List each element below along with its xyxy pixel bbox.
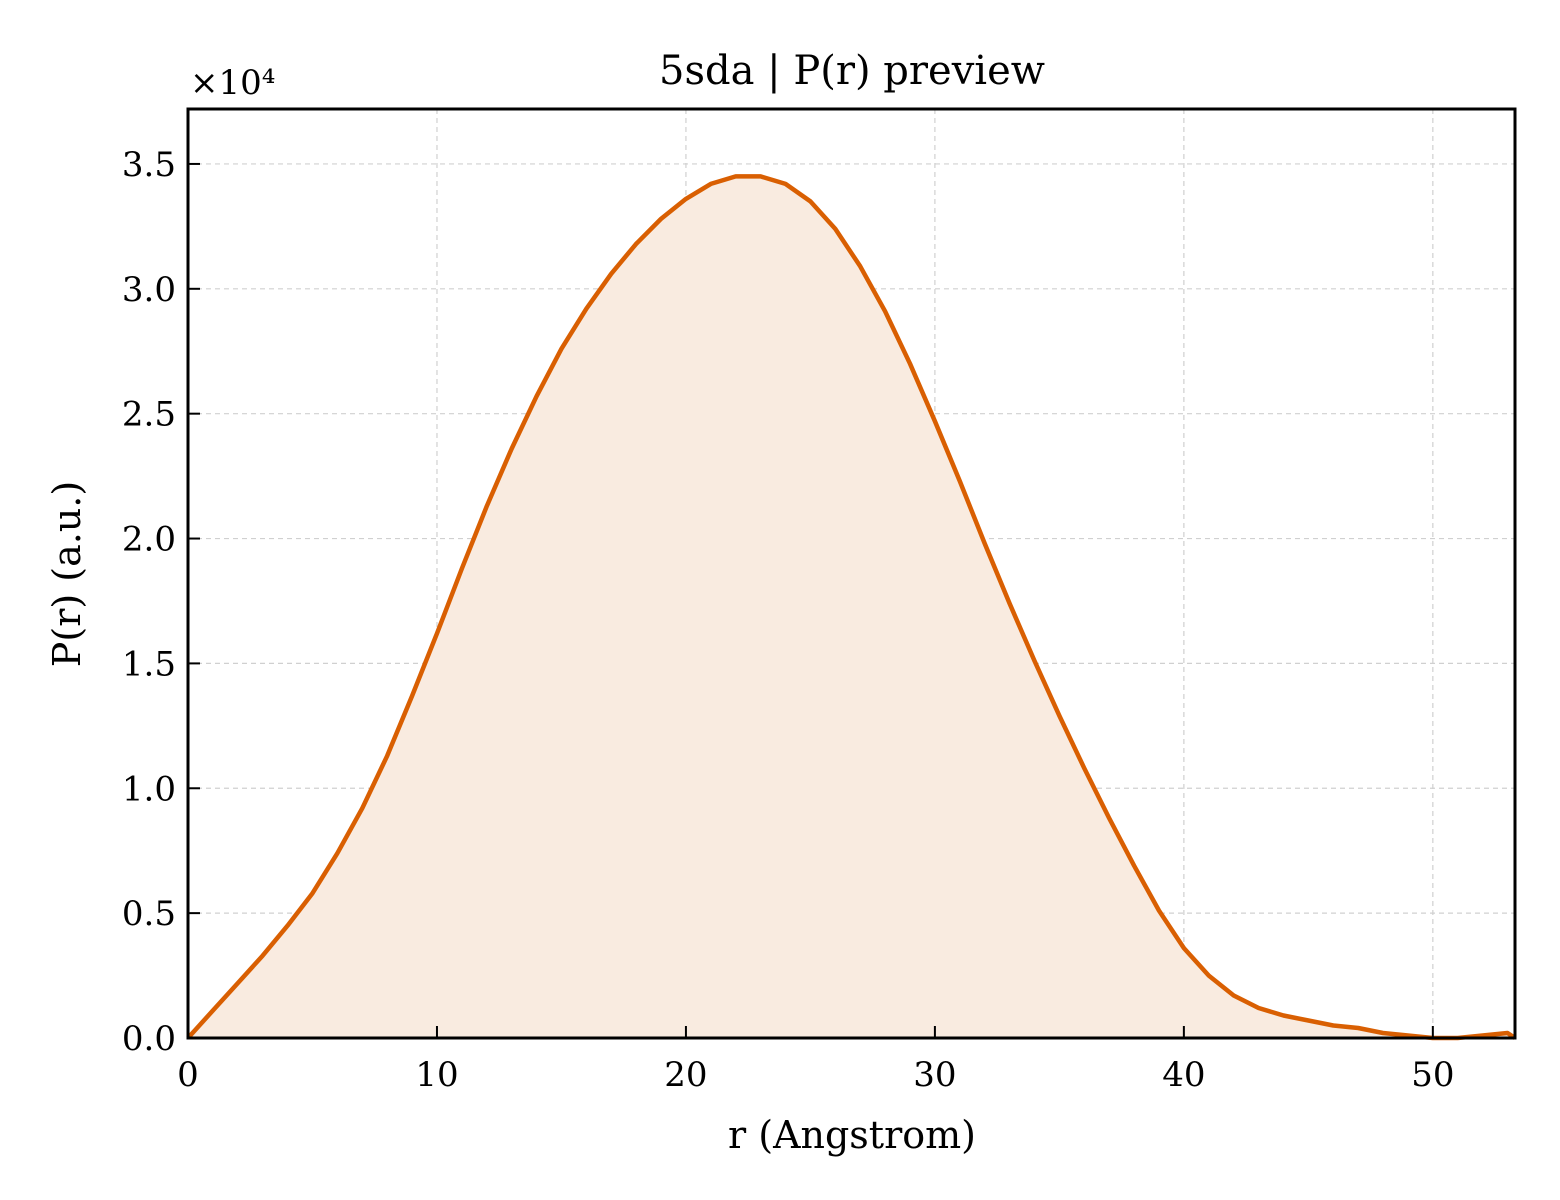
y-axis-label: P(r) (a.u.) bbox=[45, 481, 89, 667]
x-axis-label: r (Angstrom) bbox=[728, 1113, 976, 1157]
x-axis-ticks: 0 10 20 30 40 50 bbox=[177, 1026, 1454, 1095]
x-tick-label: 30 bbox=[913, 1055, 956, 1095]
pr-area-fill bbox=[188, 176, 1515, 1038]
x-tick-label: 10 bbox=[415, 1055, 458, 1095]
x-tick-label: 40 bbox=[1162, 1055, 1205, 1095]
y-multiplier-label: ×10⁴ bbox=[190, 63, 275, 103]
y-tick-label: 0.0 bbox=[122, 1019, 176, 1059]
chart-title: 5sda | P(r) preview bbox=[659, 48, 1045, 94]
y-tick-label: 2.5 bbox=[122, 395, 176, 435]
pr-series-line bbox=[186, 174, 1517, 1041]
y-tick-label: 3.0 bbox=[122, 270, 176, 310]
y-tick-label: 1.0 bbox=[122, 769, 176, 809]
y-tick-label: 0.5 bbox=[122, 894, 176, 934]
y-axis-ticks: 0.0 0.5 1.0 1.5 2.0 2.5 3.0 3.5 bbox=[122, 145, 200, 1059]
plot-frame bbox=[186, 107, 1517, 1040]
y-tick-label: 1.5 bbox=[122, 644, 176, 684]
x-tick-label: 0 bbox=[177, 1055, 199, 1095]
x-tick-label: 50 bbox=[1411, 1055, 1454, 1095]
y-tick-label: 2.0 bbox=[122, 520, 176, 560]
y-tick-label: 3.5 bbox=[122, 145, 176, 185]
x-tick-label: 20 bbox=[664, 1055, 707, 1095]
